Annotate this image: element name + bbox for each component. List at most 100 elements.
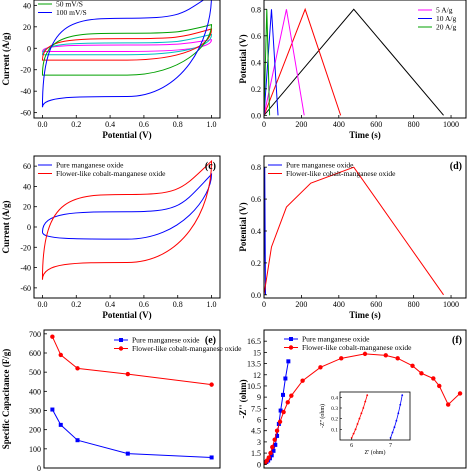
- inset-point: [395, 419, 398, 422]
- data-point: [269, 453, 274, 458]
- inset-point: [360, 412, 363, 415]
- x-tick-label: 0.8: [173, 300, 183, 309]
- series-line: [51, 409, 212, 458]
- y-tick-label: 1.5: [251, 449, 261, 458]
- y-tick-label: 0.0: [251, 111, 261, 120]
- plot-area: [264, 7, 444, 116]
- y-tick-label: 700: [29, 330, 41, 339]
- y-axis-label: Current (A/g): [1, 200, 11, 253]
- x-tick-label: 1.0: [207, 300, 217, 309]
- y-tick-label: 0.2: [251, 259, 261, 268]
- x-tick-label: 0.4: [105, 300, 115, 309]
- y-tick-label: 500: [29, 368, 41, 377]
- x-tick-label: 0.0: [37, 300, 47, 309]
- panel-label: (c): [205, 161, 216, 172]
- inset-point: [397, 412, 400, 415]
- legend-label: Pure manganese oxide: [302, 335, 370, 344]
- legend-label: 10 A/g: [436, 14, 456, 23]
- legend-label: Flower-like cobalt-manganese oxide: [286, 169, 396, 178]
- inset-x-label: Z' (ohm): [365, 449, 386, 456]
- x-axis-label: Time (s): [349, 310, 381, 320]
- x-tick-label: 800: [408, 300, 420, 309]
- x-tick-label: 600: [370, 120, 382, 129]
- y-axis-label: Potential (V): [238, 34, 248, 83]
- chart-panel-d: 0 200 400 600 800 1000 0.0 0.2 0.4 0.6 0.8 Time (s)…: [238, 155, 467, 320]
- legend-label: Flower-like cobalt-manganese oxide: [56, 169, 166, 178]
- legend-label: 5 A/g: [436, 6, 453, 15]
- y-tick-label: 0.8: [251, 5, 261, 14]
- data-point: [266, 455, 271, 460]
- data-point: [58, 352, 63, 358]
- data-point: [419, 371, 424, 376]
- inset-point: [401, 394, 404, 397]
- y-tick-label: 10.5: [247, 382, 261, 391]
- data-point: [277, 419, 283, 424]
- x-tick-label: 0.2: [71, 120, 81, 129]
- y-tick-label: -40: [20, 87, 31, 96]
- data-point: [50, 334, 55, 339]
- data-point: [58, 422, 63, 427]
- x-tick-label: 0: [262, 120, 266, 129]
- data-point: [437, 383, 442, 389]
- x-tick-label: 0.0: [37, 120, 47, 129]
- series: [41, 0, 212, 108]
- plot-area: [264, 351, 463, 465]
- data-point: [281, 392, 286, 397]
- plot-area: [264, 166, 444, 296]
- data-point: [285, 400, 290, 405]
- y-tick-label: 0.4: [251, 58, 261, 67]
- x-tick-label: 800: [408, 120, 420, 129]
- y-tick-label: 6: [257, 416, 261, 425]
- legend-label: 20 A/g: [436, 23, 456, 32]
- y-tick-label: 100: [29, 445, 41, 454]
- panel-label: (d): [450, 161, 462, 172]
- inset-point: [350, 436, 353, 439]
- y-tick-label: 3: [257, 438, 261, 447]
- data-point: [50, 407, 55, 412]
- panel-label: (f): [452, 335, 462, 346]
- y-tick-label: 300: [29, 407, 41, 416]
- x-tick-label: 200: [295, 120, 307, 129]
- y-tick-label: 0: [27, 223, 31, 232]
- inset-point: [364, 400, 367, 403]
- y-tick-label: -20: [20, 66, 31, 75]
- y-tick-label: 15: [253, 348, 261, 357]
- series-line: [41, 33, 213, 56]
- data-point: [125, 451, 130, 456]
- x-axis-label: Time (s): [349, 130, 381, 140]
- y-tick-label: 20: [23, 203, 31, 212]
- inset-y-tick-label: 0.1: [331, 427, 338, 433]
- inset-point: [356, 423, 359, 425]
- y-tick-label: 16.5: [247, 337, 261, 346]
- x-tick-label: 0.6: [139, 120, 149, 129]
- inset-point: [366, 394, 369, 397]
- x-tick-label: 200: [295, 300, 307, 309]
- inset-y-tick-label: 0.2: [331, 417, 338, 423]
- legend-label: Pure manganese oxide: [56, 161, 124, 170]
- x-tick-label: 0.4: [105, 120, 115, 129]
- y-tick-label: 600: [29, 349, 41, 358]
- plot-frame: [33, 0, 221, 119]
- x-tick-label: 0.8: [173, 120, 183, 129]
- series: [264, 166, 444, 296]
- data-point: [271, 448, 276, 453]
- data-point: [431, 376, 436, 381]
- y-tick-label: 0: [27, 44, 31, 53]
- data-point: [300, 378, 305, 383]
- data-point: [278, 408, 283, 413]
- x-tick-label: 400: [333, 300, 345, 309]
- series-line: [41, 39, 213, 52]
- y-tick-label: 0.6: [251, 32, 261, 41]
- x-axis-label: Potential (V): [102, 130, 151, 140]
- series: [41, 39, 213, 52]
- x-tick-label: 400: [333, 120, 345, 129]
- y-tick-label: 0: [257, 460, 261, 469]
- plot-frame: [263, 329, 467, 469]
- data-point: [273, 442, 278, 447]
- inset-point: [358, 417, 361, 420]
- y-tick-label: 400: [29, 387, 41, 396]
- series: [264, 351, 463, 465]
